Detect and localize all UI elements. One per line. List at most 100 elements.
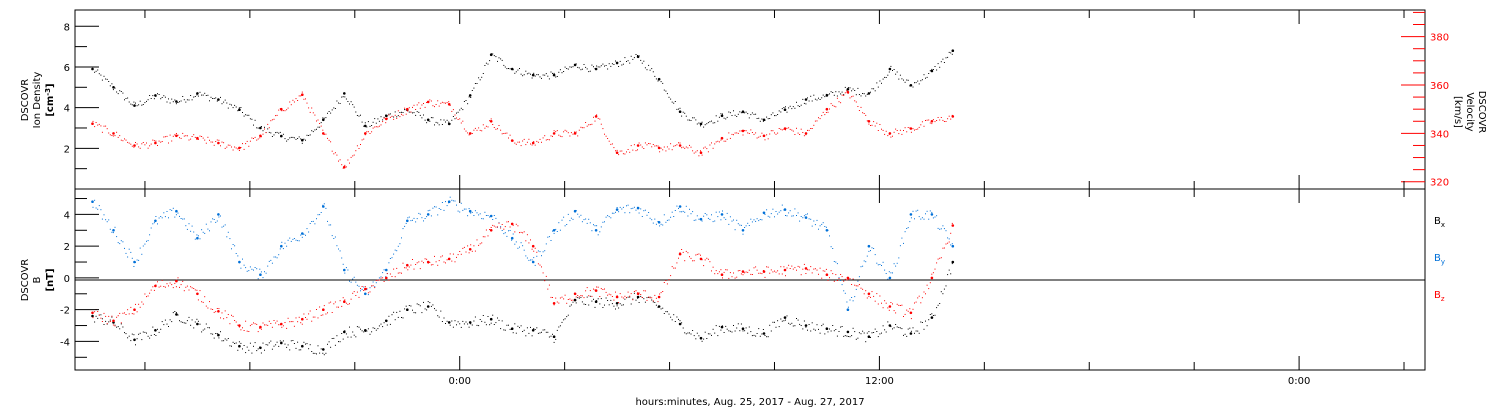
bottom-series-By-dot — [342, 263, 344, 265]
top-series-1-dot — [160, 98, 162, 100]
top-series-2-dot — [813, 124, 815, 126]
bottom-series-Bx-dot — [253, 345, 254, 347]
top-series-2-dot — [572, 133, 574, 135]
top-series-2-dot — [638, 142, 640, 144]
bottom-series-Bz-dot — [615, 291, 616, 293]
bottom-series-By-dot — [220, 215, 221, 217]
bottom-series-By-dot — [863, 260, 865, 262]
bottom-series-Bx-dot — [607, 300, 609, 301]
top-series-1-dot — [130, 103, 132, 105]
bottom-series-Bz-dot — [643, 290, 645, 292]
bottom-series-Bx-dot — [438, 316, 440, 318]
bottom-series-Bz-dot — [397, 272, 399, 274]
bottom-series-By-dot — [117, 242, 119, 244]
top-series-1-dot — [270, 132, 272, 134]
bottom-series-Bz-dot — [684, 260, 686, 262]
bottom-series-Bz-dot — [108, 315, 110, 317]
top-series-2-dot — [633, 144, 635, 146]
bottom-series-Bz-dot — [832, 273, 834, 275]
bottom-series-Bz-dot — [213, 311, 215, 313]
top-series-1-dot — [463, 101, 465, 102]
bottom-series-Bx-dot — [224, 338, 226, 340]
bottom-series-Bz-dot — [879, 295, 881, 297]
bottom-series-Bx-point — [133, 338, 136, 342]
bottom-series-Bz-dot — [445, 262, 446, 264]
bottom-series-Bz-dot — [682, 251, 684, 253]
top-series-1-dot — [750, 114, 752, 116]
bottom-series-Bx-point — [930, 316, 934, 319]
top-series-2-dot — [627, 149, 629, 150]
bottom-series-Bz-dot — [890, 302, 892, 303]
bottom-series-Bx-dot — [772, 321, 774, 323]
top-series-1-dot — [715, 115, 717, 117]
top-series-2-dot — [588, 124, 590, 126]
top-ylabel-unit-base: [cm — [45, 96, 56, 117]
top-series-2-point — [217, 141, 220, 145]
top-series-1-dot — [216, 100, 218, 102]
top-series-1-dot — [155, 95, 157, 97]
top-series-1-dot — [676, 108, 678, 110]
bottom-series-Bx-dot — [457, 321, 459, 323]
top-series-2-dot — [770, 130, 772, 132]
top-series-2-dot — [363, 138, 365, 140]
bottom-series-By-dot — [185, 225, 187, 227]
top-series-1-dot — [416, 111, 418, 113]
top-series-1-dot — [585, 66, 587, 68]
top-series-1-dot — [205, 95, 207, 96]
top-series-1-dot — [300, 138, 302, 140]
bottom-series-Bx-dot — [704, 331, 706, 333]
top-series-2-dot — [605, 135, 607, 137]
top-series-1-dot — [424, 119, 426, 121]
bottom-series-Bz-dot — [471, 250, 473, 252]
bottom-series-Bx-dot — [323, 354, 325, 356]
top-series-2-dot — [838, 101, 840, 103]
bottom-series-By-dot — [604, 221, 605, 223]
bottom-series-Bz-dot — [676, 262, 678, 264]
bottom-series-Bx-dot — [575, 302, 577, 304]
bottom-series-Bx-dot — [777, 320, 779, 322]
bottom-series-By-dot — [479, 213, 481, 215]
top-series-1-dot — [932, 69, 934, 70]
top-series-1-dot — [309, 134, 311, 136]
top-series-2-dot — [742, 134, 744, 136]
bottom-series-By-dot — [868, 250, 870, 252]
bottom-series-Bz-dot — [624, 295, 626, 297]
bottom-series-Bx-dot — [350, 336, 352, 338]
top-series-1-dot — [312, 131, 314, 133]
top-series-1-dot — [682, 111, 684, 113]
top-series-2-dot — [188, 139, 190, 141]
bottom-series-Bz-dot — [391, 276, 393, 277]
bottom-series-By-dot — [311, 221, 313, 222]
bottom-series-By-dot — [163, 212, 165, 214]
bottom-series-By-dot — [917, 209, 919, 211]
top-series-1-dot — [893, 69, 895, 70]
bottom-series-By-dot — [819, 225, 821, 227]
bottom-series-By-dot — [615, 211, 616, 213]
top-series-2-point — [238, 146, 241, 150]
top-series-1-dot — [345, 98, 347, 100]
bottom-series-Bx-dot — [101, 318, 103, 320]
bottom-series-Bx-dot — [803, 320, 805, 322]
top-series-2-dot — [851, 96, 853, 98]
bottom-series-Bz-dot — [292, 321, 294, 323]
top-series-2-dot — [879, 124, 881, 125]
top-series-2-dot — [885, 130, 887, 132]
bottom-series-By-dot — [456, 204, 457, 206]
top-series-1-dot — [892, 70, 893, 71]
bottom-series-Bz-dot — [271, 326, 273, 328]
bottom-series-By-dot — [622, 206, 624, 208]
bottom-series-By-dot — [918, 216, 920, 218]
top-series-2-dot — [747, 132, 749, 134]
bottom-series-Bz-dot — [416, 262, 418, 264]
top-series-1-dot — [462, 109, 464, 111]
bottom-series-Bz-dot — [651, 297, 653, 299]
bottom-series-By-dot — [602, 221, 604, 223]
bottom-series-Bz-dot — [681, 249, 683, 250]
top-series-2-dot — [519, 141, 520, 143]
top-series-2-dot — [805, 134, 807, 136]
bottom-series-By-dot — [506, 235, 508, 237]
bottom-series-Bx-dot — [865, 341, 867, 343]
top-series-2-dot — [166, 135, 168, 137]
top-series-1-dot — [734, 114, 736, 116]
